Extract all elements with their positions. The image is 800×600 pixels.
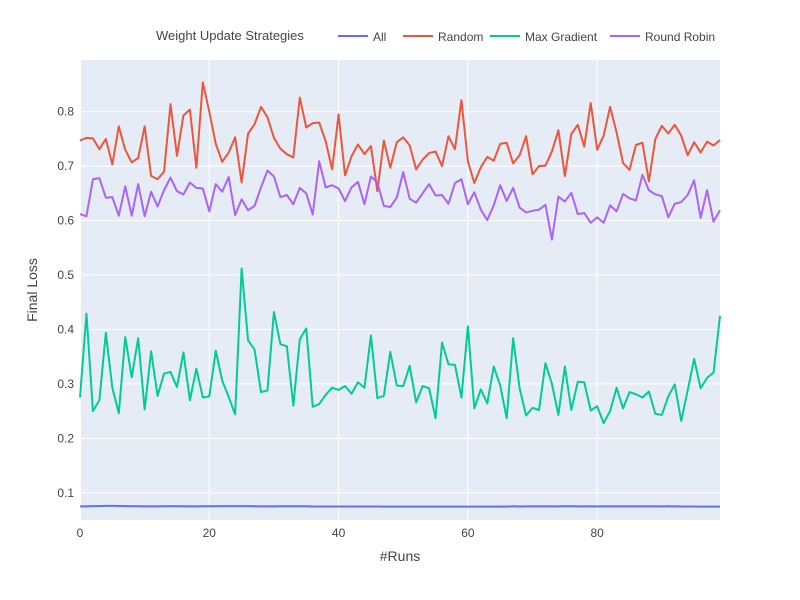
series-line-max-gradient bbox=[79, 267, 721, 425]
series-line-all bbox=[80, 504, 720, 508]
legend: Weight Update Strategies All Random Max Gr… bbox=[156, 28, 715, 44]
series-layer bbox=[79, 81, 721, 508]
y-tick-label: 0.3 bbox=[57, 377, 74, 391]
y-tick-label: 0.2 bbox=[57, 431, 74, 445]
y-tick-label: 0.6 bbox=[57, 214, 74, 228]
legend-item-label: Round Robin bbox=[645, 30, 715, 44]
y-tick-label: 0.4 bbox=[57, 322, 74, 336]
y-axis-ticks: 0.1 0.2 0.3 0.4 0.5 0.6 0.7 0.8 bbox=[57, 105, 74, 500]
legend-item-label: All bbox=[373, 30, 386, 44]
legend-item-label: Random bbox=[438, 30, 483, 44]
series-line-random bbox=[79, 81, 721, 193]
x-tick-label: 80 bbox=[590, 526, 604, 540]
series-line-round-robin bbox=[79, 160, 721, 241]
grid-lines bbox=[79, 60, 720, 520]
x-axis-ticks: 0 20 40 60 80 bbox=[77, 526, 605, 540]
y-tick-label: 0.7 bbox=[57, 159, 74, 173]
x-tick-label: 60 bbox=[461, 526, 475, 540]
y-tick-label: 0.8 bbox=[57, 105, 74, 119]
legend-item-label: Max Gradient bbox=[525, 30, 598, 44]
y-tick-label: 0.1 bbox=[57, 486, 74, 500]
x-tick-label: 20 bbox=[203, 526, 217, 540]
x-tick-label: 40 bbox=[332, 526, 346, 540]
y-tick-label: 0.5 bbox=[57, 268, 74, 282]
x-tick-label: 0 bbox=[77, 526, 84, 540]
y-axis-title: Final Loss bbox=[24, 258, 40, 322]
plot-background bbox=[80, 60, 720, 520]
x-axis-title: #Runs bbox=[380, 548, 420, 564]
legend-title: Weight Update Strategies bbox=[156, 28, 304, 43]
